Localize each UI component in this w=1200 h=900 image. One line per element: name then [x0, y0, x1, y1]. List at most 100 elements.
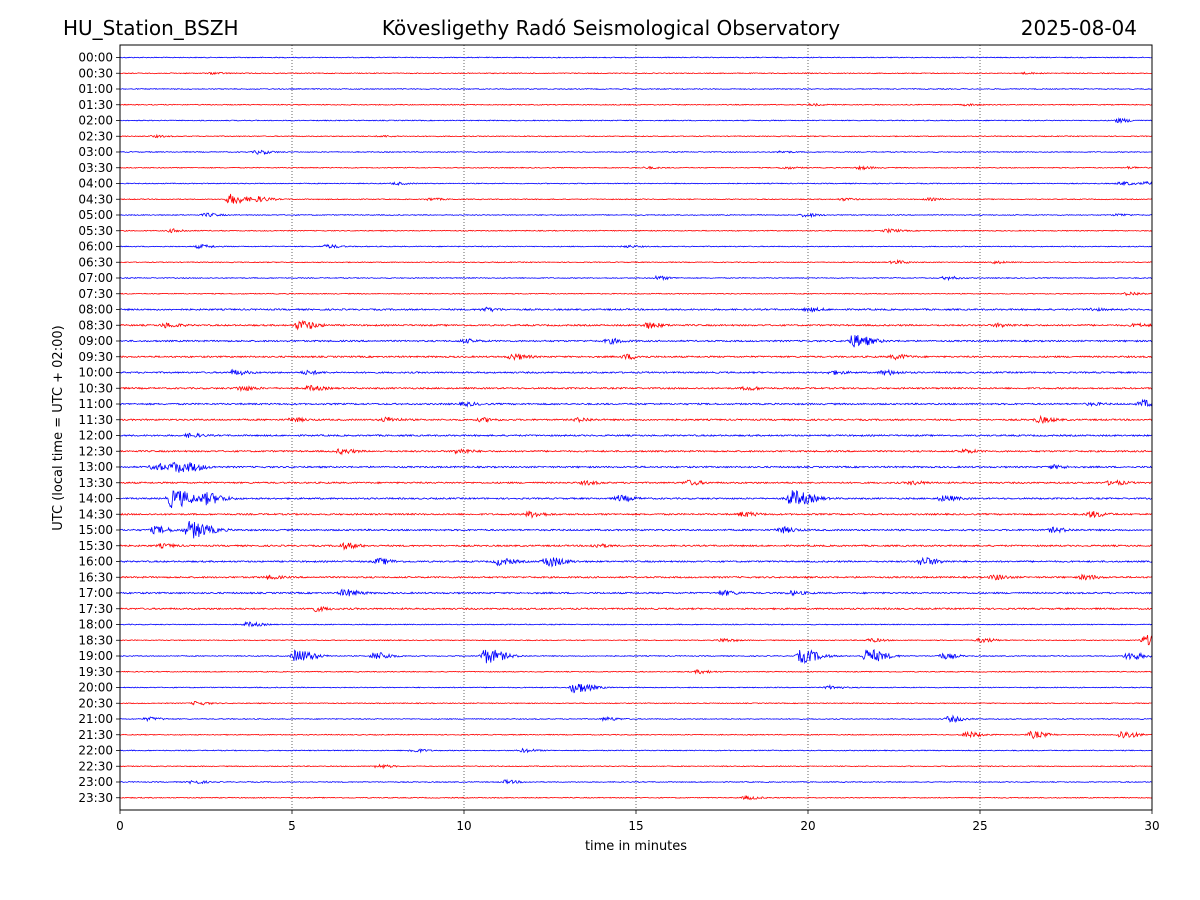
y-tick-label: 11:00 — [78, 397, 113, 411]
y-tick-label: 22:00 — [78, 744, 113, 758]
y-tick-label: 06:00 — [78, 240, 113, 254]
trace-1930 — [119, 669, 1153, 675]
y-tick-label: 17:00 — [78, 586, 113, 600]
y-tick-label: 10:30 — [78, 381, 113, 395]
y-tick-label: 12:00 — [78, 429, 113, 443]
y-tick-label: 07:30 — [78, 287, 113, 301]
y-tick-label: 09:00 — [78, 334, 113, 348]
trace-2030 — [119, 700, 1153, 706]
x-tick-label: 30 — [1144, 819, 1159, 833]
trace-2200 — [119, 747, 1153, 754]
x-axis-label: time in minutes — [585, 839, 687, 854]
y-tick-label: 03:00 — [78, 145, 113, 159]
y-tick-label: 12:30 — [78, 444, 113, 458]
y-tick-label: 11:30 — [78, 413, 113, 427]
trace-0200 — [119, 117, 1153, 124]
y-tick-label: 08:00 — [78, 303, 113, 317]
y-tick-label: 19:30 — [78, 665, 113, 679]
y-tick-label: 07:00 — [78, 271, 113, 285]
y-tick-label: 05:00 — [78, 208, 113, 222]
y-tick-label: 16:00 — [78, 555, 113, 569]
trace-1630 — [119, 573, 1153, 581]
trace-1700 — [119, 588, 1153, 597]
y-tick-label: 23:30 — [78, 791, 113, 805]
x-tick-label: 15 — [628, 819, 643, 833]
y-tick-label: 22:30 — [78, 759, 113, 773]
y-tick-label: 14:30 — [78, 507, 113, 521]
y-tick-label: 10:00 — [78, 366, 113, 380]
y-tick-label: 04:00 — [78, 177, 113, 191]
y-tick-label: 06:30 — [78, 255, 113, 269]
trace-0830 — [119, 319, 1153, 331]
trace-0300 — [119, 149, 1153, 156]
trace-2230 — [119, 763, 1153, 770]
y-tick-label: 08:30 — [78, 318, 113, 332]
chart-date: 2025-08-04 — [1020, 16, 1137, 40]
trace-1230 — [119, 448, 1153, 456]
trace-0100 — [119, 88, 1153, 90]
x-tick-label: 10 — [456, 819, 471, 833]
y-tick-label: 18:30 — [78, 633, 113, 647]
trace-1400 — [119, 489, 1153, 509]
trace-0330 — [119, 164, 1153, 171]
trace-1830 — [119, 634, 1153, 646]
trace-1800 — [119, 621, 1153, 628]
y-axis-label: UTC (local time = UTC + 02:00) — [51, 325, 66, 530]
trace-0600 — [119, 243, 1153, 250]
trace-1900 — [119, 648, 1153, 665]
y-tick-label: 17:30 — [78, 602, 113, 616]
trace-0900 — [119, 335, 1153, 348]
y-tick-label: 15:30 — [78, 539, 113, 553]
trace-2330 — [119, 794, 1153, 801]
trace-0000 — [119, 56, 1152, 59]
trace-1300 — [119, 461, 1153, 473]
trace-0700 — [119, 274, 1153, 282]
trace-1030 — [119, 384, 1153, 393]
trace-0430 — [119, 193, 1153, 205]
y-tick-label: 04:30 — [78, 192, 113, 206]
station-name: HU_Station_BSZH — [63, 16, 239, 40]
trace-0400 — [119, 180, 1153, 187]
trace-0130 — [119, 102, 1153, 107]
y-tick-label: 21:00 — [78, 712, 113, 726]
y-tick-label: 20:30 — [78, 696, 113, 710]
trace-0800 — [119, 306, 1153, 313]
x-tick-label: 5 — [288, 819, 296, 833]
trace-0500 — [119, 212, 1153, 219]
y-tick-label: 20:00 — [78, 681, 113, 695]
trace-0230 — [119, 133, 1153, 139]
chart-title: Kövesligethy Radó Seismological Observat… — [381, 16, 841, 40]
y-tick-label: 09:30 — [78, 350, 113, 364]
y-tick-label: 05:30 — [78, 224, 113, 238]
y-tick-label: 03:30 — [78, 161, 113, 175]
y-tick-label: 15:00 — [78, 523, 113, 537]
y-tick-label: 23:00 — [78, 775, 113, 789]
trace-1500 — [119, 520, 1153, 539]
trace-2000 — [119, 683, 1153, 694]
y-tick-label: 18:00 — [78, 618, 113, 632]
trace-0530 — [119, 227, 1153, 234]
trace-1530 — [119, 542, 1153, 551]
trace-1200 — [119, 432, 1153, 439]
y-tick-label: 21:30 — [78, 728, 113, 742]
y-tick-label: 13:30 — [78, 476, 113, 490]
trace-0730 — [119, 291, 1153, 297]
trace-1130 — [119, 414, 1153, 425]
y-tick-label: 19:00 — [78, 649, 113, 663]
trace-1100 — [119, 398, 1153, 408]
y-tick-label: 02:30 — [78, 129, 113, 143]
y-tick-label: 16:30 — [78, 570, 113, 584]
trace-1330 — [119, 479, 1153, 487]
trace-2100 — [119, 714, 1153, 723]
trace-1600 — [119, 556, 1153, 568]
y-tick-label: 01:30 — [78, 98, 113, 112]
trace-0030 — [119, 71, 1153, 76]
trace-2130 — [119, 730, 1153, 740]
trace-0630 — [119, 258, 1153, 265]
x-tick-label: 25 — [972, 819, 987, 833]
y-tick-label: 13:00 — [78, 460, 113, 474]
y-tick-label: 00:30 — [78, 66, 113, 80]
trace-1430 — [119, 510, 1153, 519]
trace-1000 — [119, 368, 1153, 376]
